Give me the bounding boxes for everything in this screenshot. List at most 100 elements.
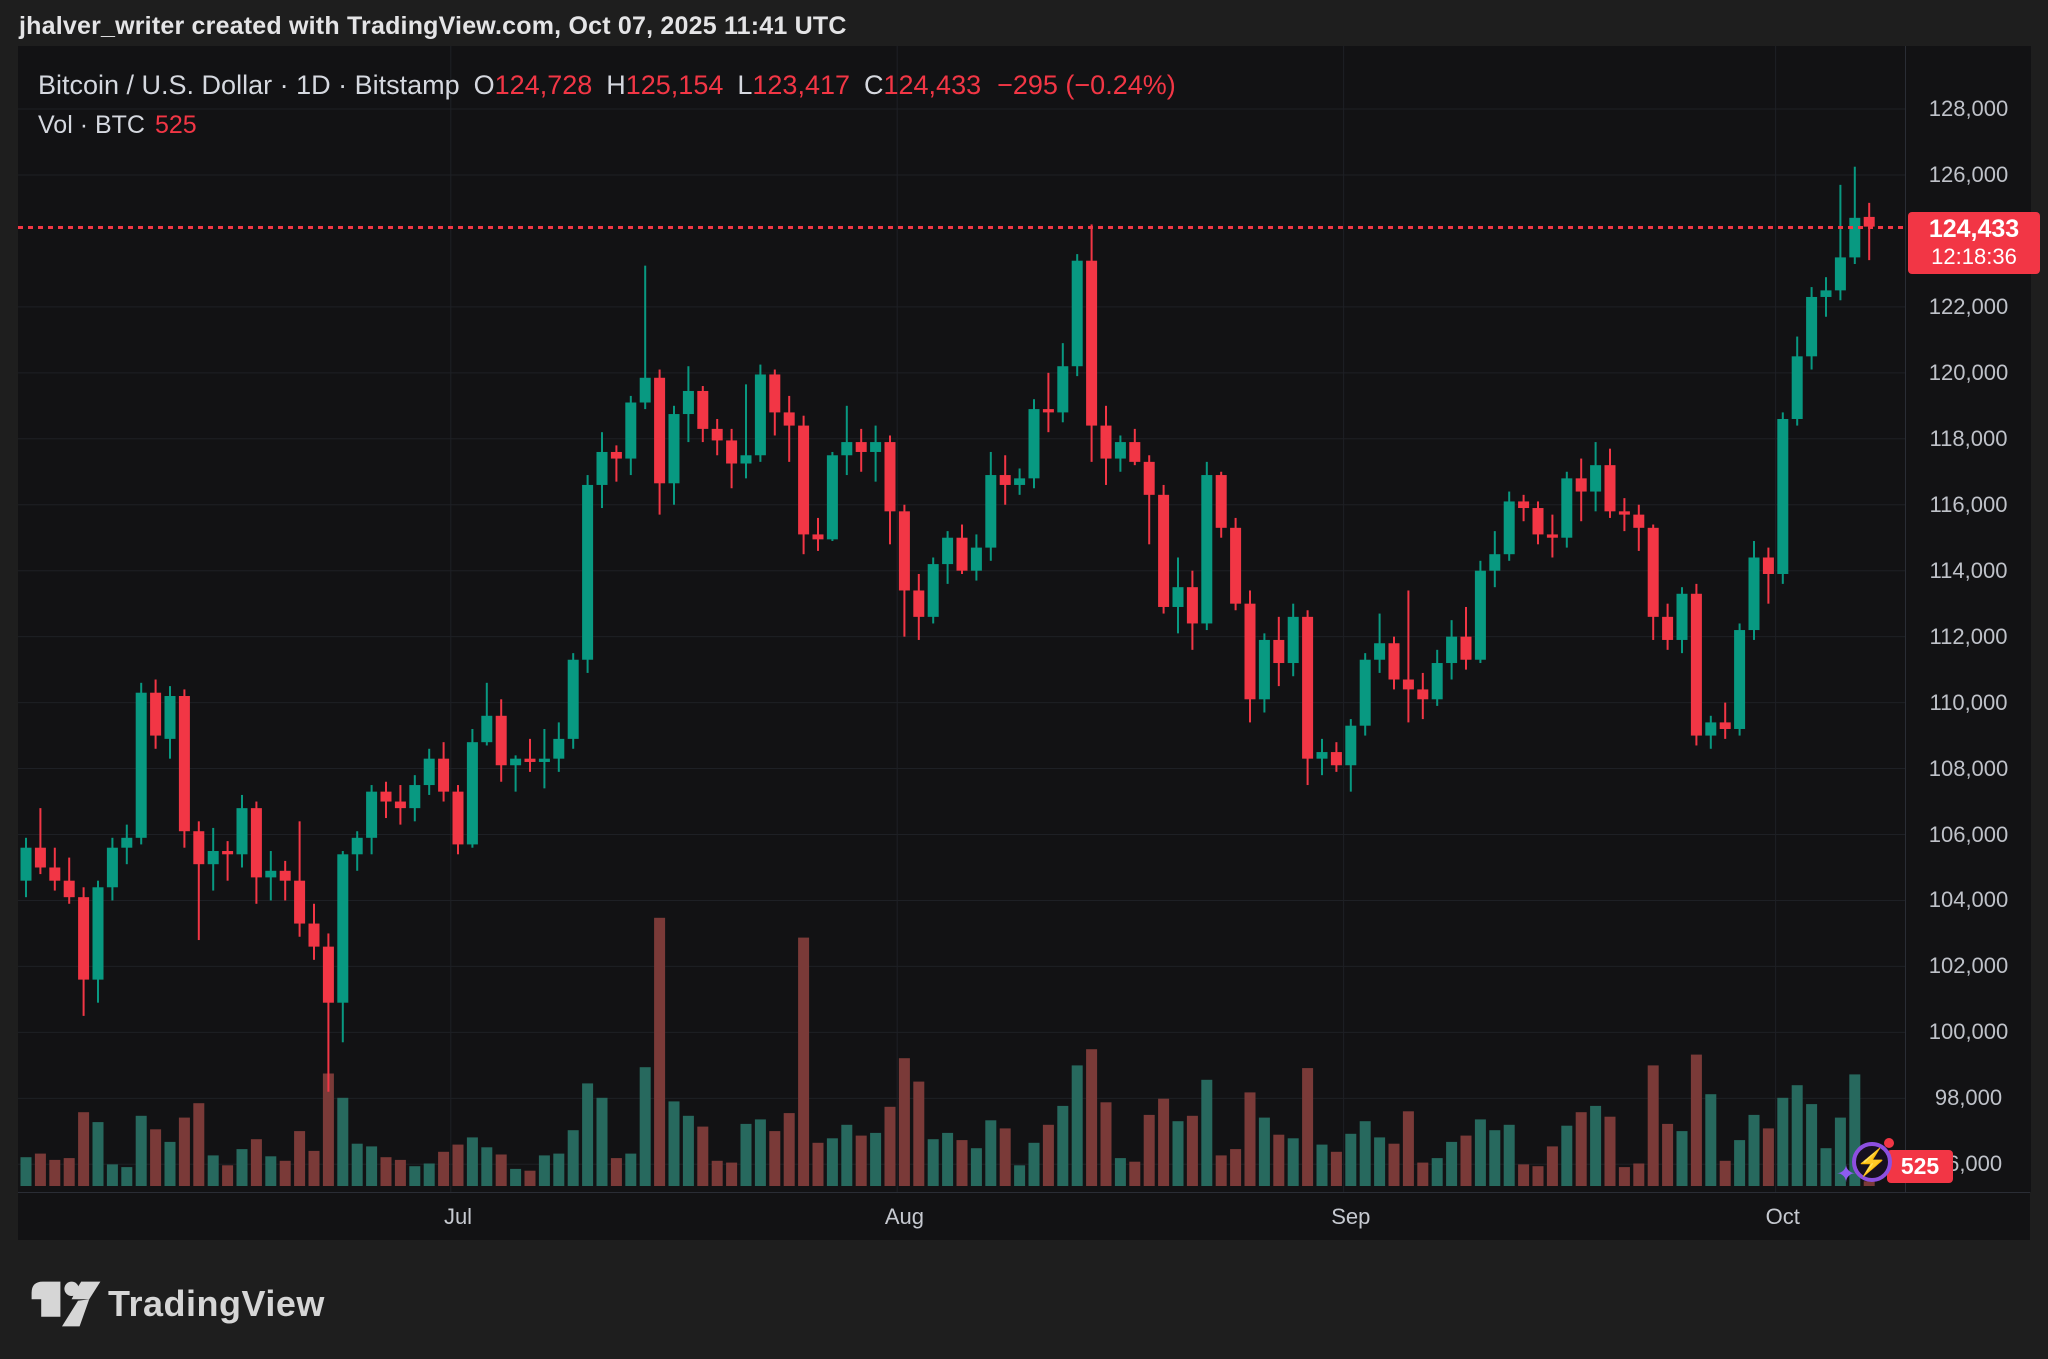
footer: TradingView	[0, 1240, 2048, 1359]
candle-body	[1489, 554, 1501, 571]
volume-bar	[884, 1106, 896, 1186]
volume-bar	[1575, 1112, 1587, 1186]
candle-wick	[514, 755, 517, 792]
candle-body	[1676, 593, 1688, 640]
candle-body	[682, 390, 694, 415]
candle-body	[1575, 478, 1587, 492]
candle-body	[726, 440, 738, 464]
ohlc-segment: L123,417	[737, 70, 850, 100]
price-axis[interactable]: 128,000 126,000 122,000 120,000 118,000 116,0…	[1905, 46, 2040, 1192]
candle-body	[322, 946, 334, 1003]
volume-bar	[1100, 1102, 1112, 1186]
candle-body	[1273, 639, 1285, 664]
volume-bar	[438, 1151, 450, 1186]
volume-bar	[999, 1128, 1011, 1186]
candle-body	[1402, 679, 1414, 690]
volume-bar	[1417, 1162, 1429, 1186]
volume-bar	[121, 1167, 133, 1186]
candle-body	[798, 425, 810, 535]
candle-body	[409, 785, 421, 809]
volume-bar	[106, 1164, 118, 1186]
candle-body	[754, 374, 766, 456]
price-tick-label: 106,000	[1928, 821, 2009, 847]
volume-bar	[553, 1153, 565, 1186]
volume-bar	[841, 1124, 853, 1186]
tradingview-wordmark: TradingView	[108, 1283, 325, 1324]
candle-wick	[1839, 184, 1842, 301]
price-tick-label: 102,000	[1928, 953, 2009, 979]
volume-bar	[49, 1159, 61, 1186]
volume-bar	[279, 1160, 291, 1186]
countdown-timer: 12:18:36	[1931, 243, 2017, 269]
volume-bar	[1057, 1105, 1069, 1186]
time-axis[interactable]: Jul Aug Sep Oct	[18, 1192, 2030, 1241]
volume-bar	[913, 1081, 925, 1186]
volume-bar	[1633, 1163, 1645, 1186]
volume-bar	[610, 1158, 622, 1186]
month-label: Sep	[1331, 1204, 1371, 1229]
volume-bar	[366, 1146, 378, 1186]
symbol-title[interactable]: Bitcoin / U.S. Dollar · 1D · Bitstamp	[38, 70, 460, 100]
candle-body	[538, 758, 550, 762]
candle-wick	[197, 821, 200, 941]
price-tick-label: 116,000	[1929, 491, 2008, 517]
candle-body	[1806, 296, 1818, 357]
ohlc-values: O124,728 H125,154 L123,417 C124,433	[460, 70, 981, 100]
volume-bar	[726, 1162, 738, 1186]
candle-body	[1129, 442, 1141, 462]
candle-body	[740, 455, 752, 464]
candle-body	[1849, 217, 1861, 258]
candle-wick	[1407, 590, 1410, 723]
ohlc-segment: H125,154	[606, 70, 724, 100]
volume-bar	[769, 1131, 781, 1186]
candle-body	[78, 897, 90, 980]
volume-bar	[164, 1141, 176, 1186]
candle-wick	[745, 384, 747, 479]
candle-body	[164, 696, 176, 739]
volume-bar	[495, 1154, 507, 1186]
candle-body	[366, 791, 378, 838]
volume-bar	[1647, 1065, 1659, 1186]
volume-bar	[942, 1132, 954, 1186]
candle-body	[452, 791, 464, 845]
volume-label: Vol · BTC	[38, 111, 145, 139]
candlestick-canvas[interactable]	[18, 46, 1905, 1192]
boost-icon[interactable]: ⚡ ✦	[1836, 1138, 1900, 1194]
candle-body	[351, 837, 363, 855]
volume-bar	[236, 1149, 248, 1186]
volume-bar	[207, 1155, 219, 1186]
candle-wick	[1868, 202, 1871, 261]
volume-bar	[1503, 1124, 1515, 1186]
volume-bar	[1431, 1158, 1443, 1186]
candle-body	[193, 831, 205, 865]
candle-body	[1028, 409, 1040, 479]
volume-bar	[625, 1153, 637, 1186]
volume-bar	[409, 1166, 421, 1186]
volume-bar	[956, 1140, 968, 1186]
candle-body	[812, 534, 824, 540]
candle-wick	[485, 682, 488, 746]
candle-body	[265, 870, 277, 878]
price-tick-label: 108,000	[1928, 755, 2009, 781]
volume-bar	[1820, 1148, 1832, 1186]
candle-body	[1820, 290, 1832, 297]
volume-bar	[1532, 1166, 1544, 1186]
candle-body	[1777, 418, 1789, 574]
candle-body	[1258, 639, 1270, 700]
volume-bar	[1158, 1098, 1170, 1186]
candle-body	[884, 442, 896, 512]
volume-bar	[1345, 1133, 1357, 1186]
candle-body	[495, 715, 507, 766]
candle-body	[1734, 630, 1746, 729]
volume-bar	[1359, 1121, 1371, 1186]
candle-body	[207, 851, 219, 865]
candle-body	[1719, 722, 1731, 729]
tradingview-logo[interactable]: TradingView	[30, 1280, 325, 1328]
candle-wick	[1047, 372, 1050, 433]
current-price-line	[18, 225, 1905, 229]
lightning-icon: ⚡	[1855, 1147, 1889, 1177]
volume-bar	[1676, 1131, 1688, 1186]
candle-body	[1186, 587, 1198, 624]
volume-bar	[337, 1097, 349, 1186]
candle-body	[913, 590, 925, 617]
